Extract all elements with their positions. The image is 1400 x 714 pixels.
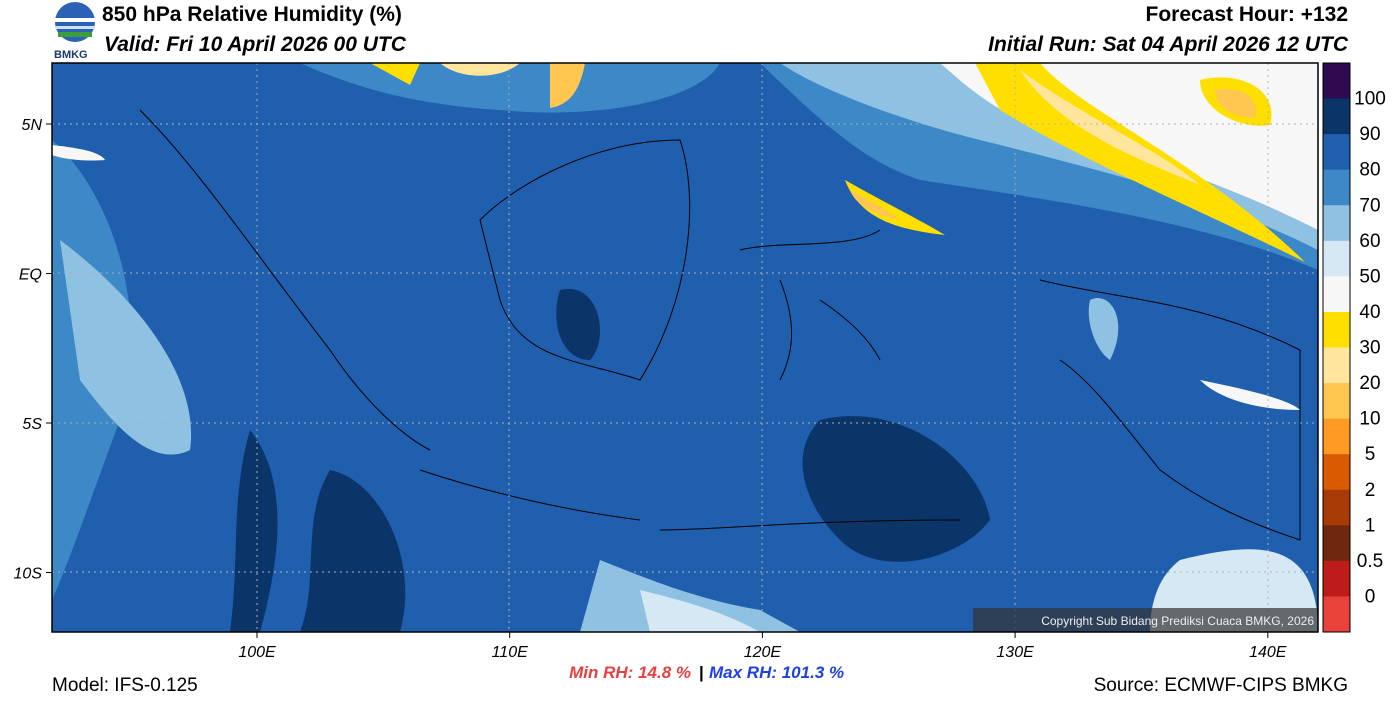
map-frame xyxy=(51,62,1319,633)
copyright: Copyright Sub Bidang Prediksi Cuaca BMKG… xyxy=(1041,614,1314,628)
max-rh: Max RH: 101.3 % xyxy=(709,663,844,682)
colorbar-frame xyxy=(1322,62,1351,633)
colorbar-label: 0 xyxy=(1365,586,1376,607)
initial-run: Initial Run: Sat 04 April 2026 12 UTC xyxy=(988,33,1349,56)
colorbar-segment xyxy=(1323,311,1350,348)
colorbar-segment xyxy=(1323,525,1350,562)
colorbar-segment xyxy=(1323,205,1350,242)
colorbar-label: 10 xyxy=(1359,409,1380,430)
colorbar: 100 90 80 70 60 50 40 30 20 10 5 2 1 0.5 0 xyxy=(1322,62,1386,633)
min-rh: Min RH: 14.8 % xyxy=(569,663,691,682)
colorbar-label: 1 xyxy=(1365,515,1376,536)
source: Source: ECMWF-CIPS BMKG xyxy=(1094,675,1348,696)
colorbar-label: 50 xyxy=(1359,266,1380,287)
colorbar-label: 20 xyxy=(1359,373,1380,394)
lat-label: EQ xyxy=(19,267,42,284)
lat-label: 10S xyxy=(14,566,43,583)
lon-label: 100E xyxy=(238,644,276,661)
colorbar-segment xyxy=(1323,347,1350,384)
forecast-hour: Forecast Hour: +132 xyxy=(1146,3,1349,26)
lon-label: 120E xyxy=(744,644,782,661)
logo-text: BMKG xyxy=(54,49,88,61)
colorbar-label: 40 xyxy=(1359,302,1380,323)
colorbar-segment xyxy=(1323,383,1350,420)
lon-label: 130E xyxy=(996,644,1034,661)
colorbar-segment xyxy=(1323,98,1350,135)
colorbar-label: 30 xyxy=(1359,338,1380,359)
colorbar-segment xyxy=(1323,418,1350,455)
colorbar-segment xyxy=(1323,134,1350,171)
colorbar-segment xyxy=(1323,63,1350,100)
title: 850 hPa Relative Humidity (%) xyxy=(102,3,402,26)
lat-label: 5S xyxy=(22,416,42,433)
humidity-field: Copyright Sub Bidang Prediksi Cuaca BMKG… xyxy=(52,63,1318,632)
separator: | xyxy=(699,663,704,682)
valid-time: Valid: Fri 10 April 2026 00 UTC xyxy=(104,33,407,56)
axes: 5N EQ 5S 10S 100E 110E 120E 130E 140E xyxy=(14,117,1287,661)
colorbar-label: 60 xyxy=(1359,231,1380,252)
colorbar-label: 2 xyxy=(1365,480,1376,501)
colorbar-label: 0.5 xyxy=(1357,551,1383,572)
colorbar-segment xyxy=(1323,276,1350,313)
model: Model: IFS-0.125 xyxy=(52,675,198,696)
colorbar-segment xyxy=(1323,560,1350,597)
colorbar-label: 100 xyxy=(1354,89,1386,110)
lat-label: 5N xyxy=(22,117,43,134)
colorbar-label: 5 xyxy=(1365,444,1376,465)
lon-label: 110E xyxy=(492,644,529,661)
logo: BMKG xyxy=(54,2,95,61)
colorbar-segment xyxy=(1323,596,1350,633)
colorbar-segment xyxy=(1323,169,1350,206)
colorbar-segment xyxy=(1323,240,1350,277)
colorbar-segment xyxy=(1323,489,1350,526)
colorbar-segment xyxy=(1323,454,1350,491)
lon-label: 140E xyxy=(1249,644,1287,661)
colorbar-label: 90 xyxy=(1359,124,1380,145)
colorbar-label: 70 xyxy=(1359,195,1380,216)
colorbar-label: 80 xyxy=(1359,160,1380,181)
